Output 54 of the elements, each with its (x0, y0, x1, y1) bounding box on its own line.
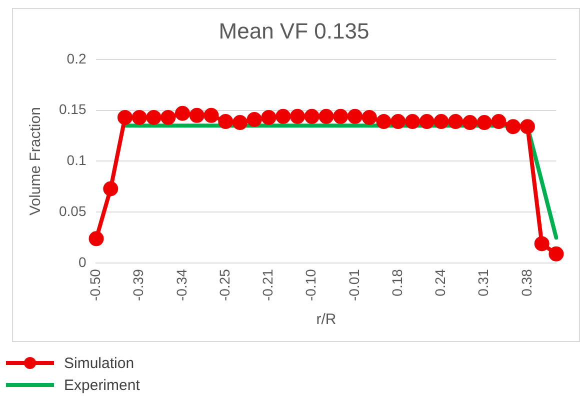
legend-label: Simulation (64, 354, 134, 372)
point (476, 115, 492, 130)
point (290, 108, 305, 124)
y-tick-label: 0.05 (59, 203, 86, 220)
point (204, 108, 219, 123)
point (132, 110, 147, 125)
point (88, 231, 104, 246)
x-tick-label: -0.01 (346, 268, 362, 302)
y-tick-label: 0.2 (66, 50, 86, 66)
x-tick-label: 0.18 (388, 268, 405, 296)
point (160, 110, 176, 125)
point (347, 108, 362, 124)
point (520, 119, 535, 134)
point (434, 114, 449, 130)
x-axis-title: r/R (316, 311, 336, 328)
point (491, 114, 506, 130)
chart-title: Mean VF 0.135 (218, 18, 370, 44)
point (146, 110, 162, 125)
x-tick-label: -0.50 (87, 268, 104, 302)
point (318, 108, 334, 124)
point (189, 108, 204, 123)
point (246, 112, 262, 127)
point (376, 114, 392, 130)
point (218, 114, 234, 130)
x-tick-label: -0.21 (260, 268, 276, 302)
y-tick-label: 0.15 (59, 101, 86, 118)
point (390, 114, 406, 130)
point (534, 236, 550, 252)
x-tick-label: -0.34 (173, 268, 190, 302)
point (333, 108, 348, 124)
point (174, 106, 190, 121)
y-tick-label: 0 (78, 254, 86, 270)
y-tick-label: 0.1 (66, 152, 86, 168)
legend-label: Experiment (64, 376, 140, 394)
x-tick-label: 0.31 (475, 268, 492, 296)
point (362, 110, 377, 125)
x-tick-label: -0.10 (302, 268, 319, 302)
y-axis-title: Volume Fraction (27, 107, 44, 216)
point (506, 119, 521, 134)
point (276, 108, 291, 124)
point (548, 246, 564, 262)
point (419, 114, 434, 130)
x-tick-label: 0.24 (432, 268, 448, 296)
point (304, 108, 320, 124)
x-tick-label: -0.39 (130, 268, 146, 302)
point (462, 115, 478, 130)
point (404, 114, 420, 130)
point (103, 181, 118, 196)
x-tick-label: 0.38 (518, 268, 534, 296)
point (448, 114, 464, 130)
point (232, 115, 248, 130)
point (261, 110, 276, 125)
point (117, 110, 132, 125)
x-tick-label: -0.25 (216, 268, 232, 302)
